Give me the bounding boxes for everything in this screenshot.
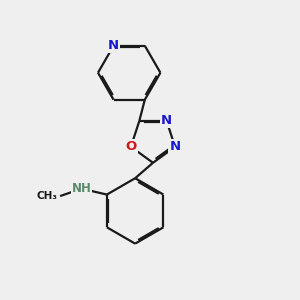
Text: N: N [169, 140, 181, 153]
Text: O: O [125, 140, 136, 153]
Text: NH: NH [72, 182, 92, 195]
Text: N: N [108, 39, 119, 52]
Text: CH₃: CH₃ [37, 191, 58, 201]
Text: N: N [161, 114, 172, 127]
